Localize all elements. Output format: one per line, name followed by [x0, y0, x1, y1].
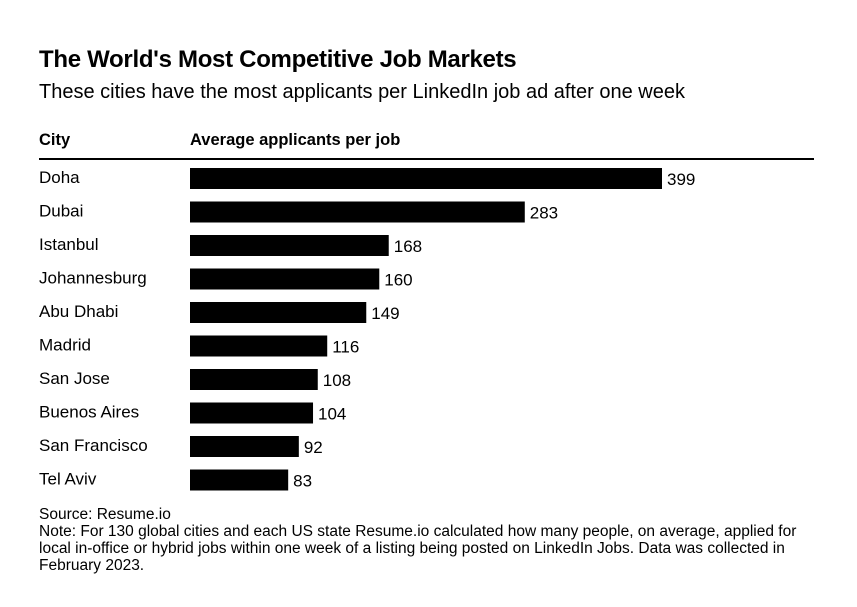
bar [190, 201, 525, 223]
chart-footer: Source: Resume.io Note: For 130 global c… [39, 506, 829, 574]
column-header-value: Average applicants per job [190, 131, 401, 149]
bar [190, 436, 299, 457]
bar-chart: Doha 399 Dubai 283 Istanbul 168 Johannesburg 16… [39, 168, 695, 491]
category-label: San Francisco [39, 436, 148, 455]
methodology-note: Note: For 130 global cities and each US … [39, 523, 797, 574]
bar [190, 369, 318, 390]
data-label: 104 [318, 405, 346, 424]
bar [190, 469, 289, 491]
data-label: 168 [394, 237, 422, 256]
data-label: 283 [530, 204, 558, 223]
category-label: Dubai [39, 202, 83, 221]
category-label: Johannesburg [39, 269, 147, 288]
category-label: Tel Aviv [39, 470, 97, 489]
bar [190, 302, 367, 323]
source-note: Source: Resume.io [39, 506, 171, 523]
data-label: 399 [667, 170, 695, 189]
category-label: San Jose [39, 369, 110, 388]
bar [190, 268, 380, 290]
bar [190, 168, 662, 189]
header-rule [39, 158, 814, 160]
bar [190, 335, 328, 357]
chart-title: The World's Most Competitive Job Markets [39, 46, 517, 73]
data-label: 160 [384, 271, 412, 290]
data-label: 116 [332, 338, 359, 357]
column-header-city: City [39, 131, 71, 149]
chart-subtitle: These cities have the most applicants pe… [39, 81, 685, 103]
category-label: Istanbul [39, 235, 99, 254]
category-label: Doha [39, 168, 80, 187]
category-label: Madrid [39, 336, 91, 355]
category-label: Buenos Aires [39, 403, 139, 422]
category-label: Abu Dhabi [39, 302, 118, 321]
bar [190, 235, 389, 256]
data-label: 83 [293, 472, 312, 491]
data-label: 149 [371, 304, 399, 323]
bar [190, 402, 314, 424]
data-label: 108 [323, 371, 351, 390]
data-label: 92 [304, 438, 323, 457]
